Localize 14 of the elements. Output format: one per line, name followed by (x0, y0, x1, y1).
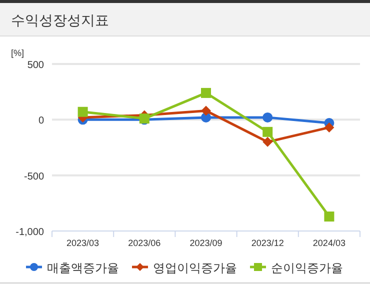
y-axis-title: [%] (11, 48, 24, 58)
y-tick-label: 500 (27, 60, 44, 71)
legend-label: 순이익증가율 (271, 261, 343, 275)
x-tick-label: 2023/03 (66, 238, 100, 248)
x-tick-label: 2024/03 (312, 238, 346, 248)
legend-label: 영업이익증가율 (153, 261, 237, 275)
y-tick-label: -500 (24, 171, 44, 182)
x-tick-label: 2023/06 (128, 238, 161, 248)
title: 수익성장성지표 (11, 12, 109, 28)
y-tick-label: -1,000 (16, 227, 44, 238)
legend-label: 매출액증가율 (47, 261, 119, 275)
x-tick-label: 2023/09 (190, 238, 222, 248)
x-tick-label: 2023/12 (251, 238, 284, 248)
y-tick-label: 0 (38, 116, 44, 127)
